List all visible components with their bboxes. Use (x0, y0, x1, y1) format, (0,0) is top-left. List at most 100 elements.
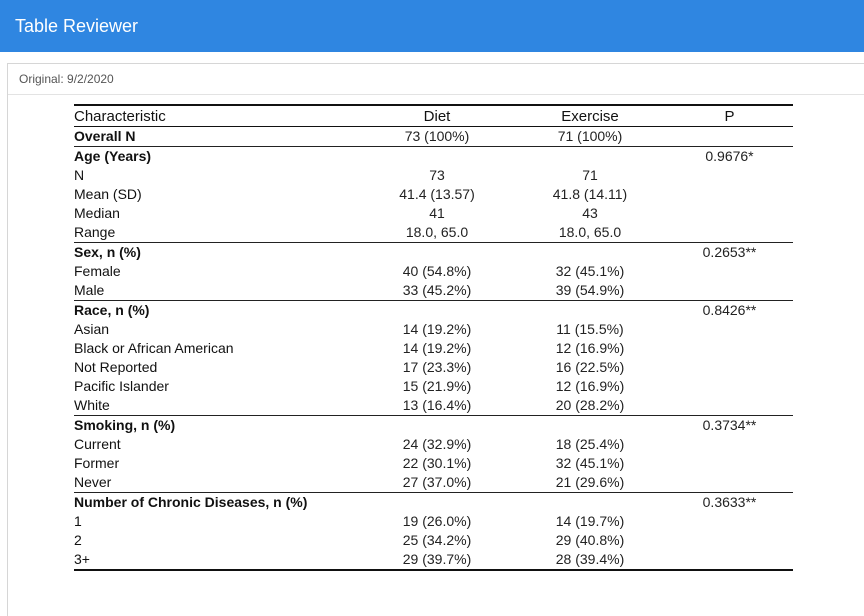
cell-p-value: 0.3633** (666, 492, 793, 512)
row-label: Female (74, 263, 121, 279)
cell-p-value (666, 358, 793, 377)
cell-diet: 17 (23.3%) (402, 359, 472, 375)
cell-exercise: 71 (100%) (557, 128, 623, 144)
cell-p-value (666, 127, 793, 147)
cell-p-value (666, 339, 793, 358)
cell-exercise: 14 (19.7%) (555, 513, 625, 529)
cell-exercise: 43 (582, 205, 598, 221)
cell-diet: 24 (32.9%) (402, 436, 472, 452)
table-row: Never 27 (37.0%) 21 (29.6%) (74, 473, 793, 493)
table-row: Number of Chronic Diseases, n (%) 0.3633*… (74, 492, 793, 512)
cell-exercise: 18 (25.4%) (555, 436, 625, 452)
row-label: Former (74, 455, 120, 471)
cell-p-value (666, 223, 793, 243)
row-label: White (74, 397, 110, 413)
table-row: Mean (SD) 41.4 (13.57) 41.8 (14.11) (74, 185, 793, 204)
row-label: Sex, n (%) (74, 242, 360, 262)
table-row: Not Reported 17 (23.3%) 16 (22.5%) (74, 358, 793, 377)
cell-exercise (514, 300, 666, 320)
cell-diet: 13 (16.4%) (402, 397, 472, 413)
cell-p-value (666, 185, 793, 204)
cell-exercise: 39 (54.9%) (555, 282, 625, 298)
row-label: Black or African American (74, 340, 234, 356)
table-row: N 73 71 (74, 166, 793, 185)
cell-diet (360, 300, 514, 320)
cell-p-value (666, 531, 793, 550)
cell-diet: 27 (37.0%) (402, 474, 472, 490)
table-row: Female 40 (54.8%) 32 (45.1%) (74, 262, 793, 281)
cell-p-value (666, 166, 793, 185)
row-label: Race, n (%) (74, 300, 360, 320)
cell-diet: 41 (429, 205, 445, 221)
panel-header: Original: 9/2/2020 (8, 64, 864, 95)
cell-p-value (666, 396, 793, 416)
cell-p-value (666, 262, 793, 281)
cell-diet: 73 (100%) (404, 128, 470, 144)
row-label: N (74, 167, 85, 183)
cell-exercise: 28 (39.4%) (514, 550, 666, 571)
cell-p-value (666, 377, 793, 396)
table-row: Median 41 43 (74, 204, 793, 223)
cell-exercise: 12 (16.9%) (555, 340, 625, 356)
cell-diet: 41.4 (13.57) (399, 186, 475, 202)
cell-exercise: 18.0, 65.0 (558, 224, 622, 240)
cell-diet: 73 (429, 167, 445, 183)
cell-p-value (666, 204, 793, 223)
row-label: Overall N (74, 128, 136, 144)
cell-diet (360, 242, 514, 262)
row-label: 1 (74, 513, 82, 529)
table-row: Black or African American 14 (19.2%) 12 (1… (74, 339, 793, 358)
cell-diet (360, 492, 514, 512)
table-row: Overall N 73 (100%) 71 (100%) (74, 127, 793, 147)
cell-exercise: 16 (22.5%) (555, 359, 625, 375)
app-title: Table Reviewer (15, 16, 139, 36)
cell-diet (360, 415, 514, 435)
cell-exercise: 21 (29.6%) (555, 474, 625, 490)
header-diet: Diet (360, 104, 514, 127)
table-row: 3+ 29 (39.7%) 28 (39.4%) (74, 550, 793, 571)
row-label: Never (74, 474, 112, 490)
row-label: Current (74, 436, 121, 452)
cell-p-value: 0.3734** (666, 415, 793, 435)
table-row: Male 33 (45.2%) 39 (54.9%) (74, 281, 793, 301)
cell-exercise: 32 (45.1%) (555, 455, 625, 471)
cell-p-value (666, 435, 793, 454)
table-header-row: Characteristic Diet Exercise P (74, 104, 793, 127)
cell-exercise: 41.8 (14.11) (552, 186, 628, 202)
row-label: Age (Years) (74, 146, 360, 166)
row-label: 2 (74, 532, 82, 548)
cell-p-value: 0.2653** (666, 242, 793, 262)
table-row: 2 25 (34.2%) 29 (40.8%) (74, 531, 793, 550)
row-label: Smoking, n (%) (74, 415, 360, 435)
table-row: Age (Years) 0.9676* (74, 146, 793, 166)
table-row: Former 22 (30.1%) 32 (45.1%) (74, 454, 793, 473)
cell-exercise: 29 (40.8%) (555, 532, 625, 548)
cell-exercise: 71 (582, 167, 598, 183)
cell-exercise (514, 492, 666, 512)
cell-p-value (666, 473, 793, 493)
table-row: Asian 14 (19.2%) 11 (15.5%) (74, 320, 793, 339)
row-label: Number of Chronic Diseases, n (%) (74, 492, 360, 512)
cell-diet: 18.0, 65.0 (405, 224, 469, 240)
cell-p-value (666, 281, 793, 301)
cell-p-value (666, 454, 793, 473)
cell-diet: 15 (21.9%) (402, 378, 472, 394)
cell-exercise (514, 242, 666, 262)
table-row: Smoking, n (%) 0.3734** (74, 415, 793, 435)
cell-diet: 14 (19.2%) (402, 340, 472, 356)
table-row: Sex, n (%) 0.2653** (74, 242, 793, 262)
cell-diet: 22 (30.1%) (402, 455, 472, 471)
table-row: Pacific Islander 15 (21.9%) 12 (16.9%) (74, 377, 793, 396)
row-label: Asian (74, 321, 110, 337)
cell-exercise (514, 146, 666, 166)
row-label: Male (74, 282, 105, 298)
table-row: Race, n (%) 0.8426** (74, 300, 793, 320)
cell-diet: 33 (45.2%) (402, 282, 472, 298)
row-label: Mean (SD) (74, 186, 142, 202)
table-row: White 13 (16.4%) 20 (28.2%) (74, 396, 793, 416)
cell-diet: 40 (54.8%) (402, 263, 472, 279)
cell-exercise: 11 (15.5%) (556, 321, 624, 337)
cell-p-value (666, 320, 793, 339)
cell-p-value (666, 512, 793, 531)
cell-diet: 14 (19.2%) (402, 321, 472, 337)
